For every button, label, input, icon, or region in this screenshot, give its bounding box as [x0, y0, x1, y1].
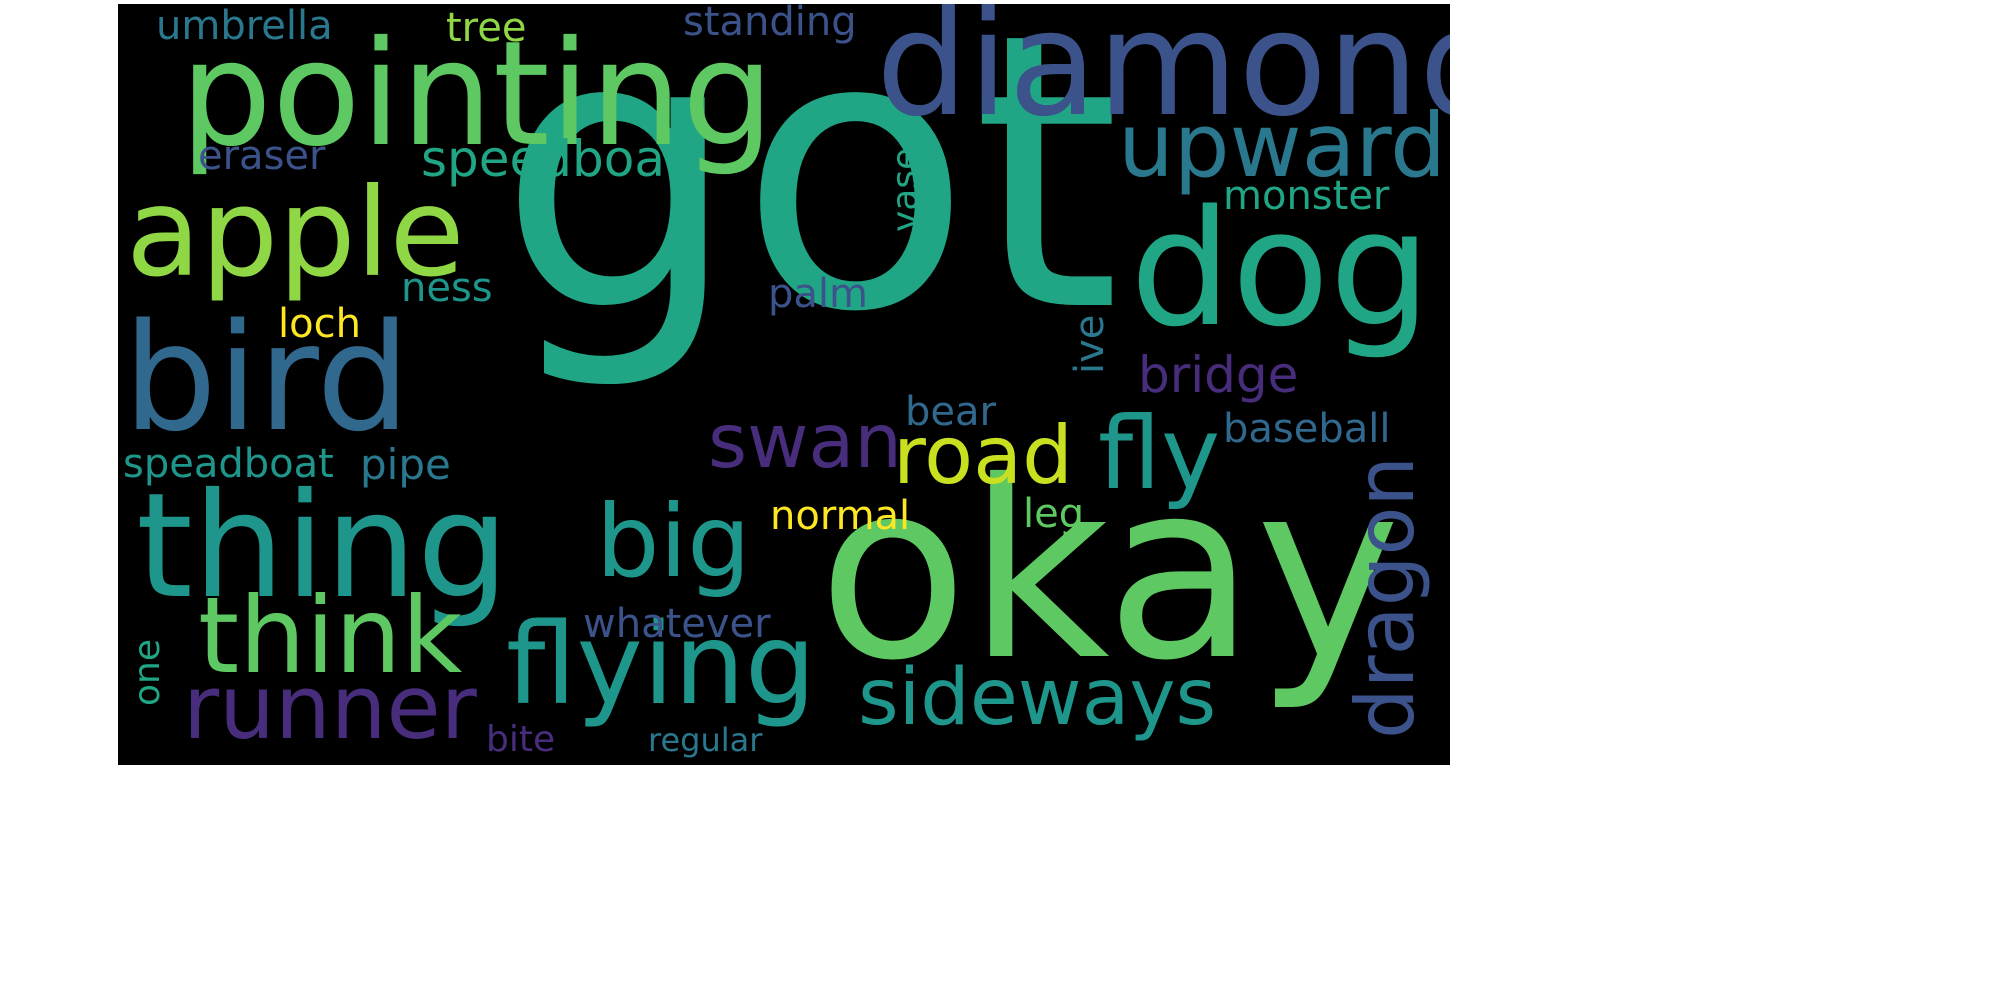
word-speedboat: speedboat — [421, 130, 685, 188]
word-bird: bird — [123, 292, 411, 464]
word-whatever: whatever — [583, 601, 771, 647]
word-okay: okay — [818, 429, 1401, 714]
word-flying: flying — [506, 600, 817, 730]
word-one: one — [127, 639, 168, 706]
word-big: big — [596, 483, 751, 600]
word-palm: palm — [768, 271, 868, 317]
word-monster: monster — [1223, 173, 1390, 219]
word-thing: thing — [136, 462, 509, 631]
word-think: think — [198, 575, 463, 697]
word-sideways: sideways — [858, 653, 1217, 743]
word-umbrella: umbrella — [156, 4, 333, 49]
word-upward: upward — [1118, 94, 1447, 197]
word-pipe: pipe — [360, 440, 451, 489]
word-runner: runner — [183, 656, 477, 759]
word-dog: dog — [1130, 175, 1432, 362]
word-loch: loch — [278, 301, 361, 347]
word-swan: swan — [708, 397, 902, 485]
word-speadboat: speadboat — [123, 441, 334, 487]
word-cloud: got okay diamond pointing thing bird dog… — [118, 4, 1450, 765]
word-road: road — [893, 409, 1073, 502]
word-dragon: dragon — [1339, 455, 1432, 739]
word-tree: tree — [446, 5, 527, 51]
word-eraser: eraser — [198, 133, 326, 179]
word-fly: fly — [1098, 395, 1221, 512]
word-diamond: diamond — [876, 4, 1450, 149]
word-got: got — [498, 4, 1121, 395]
word-bear: bear — [905, 389, 996, 435]
word-baseball: baseball — [1223, 406, 1391, 452]
word-ness: ness — [401, 265, 493, 311]
word-normal: normal — [770, 493, 911, 539]
word-vase: vase — [885, 147, 926, 232]
word-bridge: bridge — [1138, 346, 1299, 404]
word-bite: bite — [486, 719, 556, 760]
word-pointing: pointing — [180, 10, 775, 179]
word-standing: standing — [683, 4, 857, 45]
word-apple: apple — [126, 162, 465, 304]
word-leg: leg — [1023, 491, 1085, 537]
word-regular: regular — [648, 721, 763, 759]
word-ive: ive — [1067, 314, 1113, 374]
